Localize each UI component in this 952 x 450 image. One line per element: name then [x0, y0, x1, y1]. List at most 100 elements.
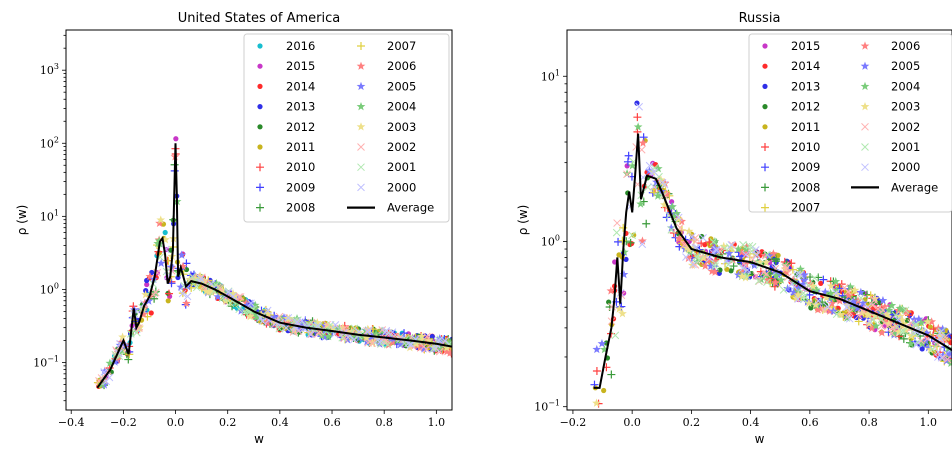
data-point-2004	[906, 339, 916, 348]
data-point-2010	[592, 367, 601, 376]
data-point-2003	[843, 300, 852, 309]
data-point-2002	[613, 219, 621, 227]
data-point-2006	[684, 253, 693, 263]
data-point-2000	[674, 213, 683, 222]
data-point-2006	[182, 298, 191, 308]
data-point-2000	[382, 326, 391, 335]
data-point-2000	[407, 340, 415, 349]
data-point-2009	[614, 237, 623, 246]
legend-label-2001: 2001	[891, 140, 920, 154]
data-point-2001	[742, 272, 751, 281]
data-point-2008	[124, 355, 133, 364]
data-point-2006	[769, 249, 778, 258]
x-tick-label: 1.0	[428, 416, 446, 429]
data-point-2006	[276, 316, 286, 326]
data-point-2011	[775, 252, 781, 259]
data-point-2004	[636, 199, 645, 208]
data-point-2000	[638, 240, 647, 249]
data-point-2000	[178, 289, 187, 298]
data-point-2002	[854, 311, 863, 320]
data-point-2003	[895, 311, 905, 321]
x-tick-label: 0.6	[801, 416, 819, 429]
legend-marker-2000	[861, 163, 869, 172]
y-tick-label: 100	[541, 233, 560, 248]
data-point-2006	[700, 261, 710, 270]
data-point-2006	[844, 290, 854, 300]
data-point-2006	[139, 309, 149, 318]
data-point-2000	[293, 318, 301, 326]
legend-marker-2010	[761, 143, 769, 151]
data-point-2005	[247, 302, 257, 311]
legend-marker-2015	[762, 43, 768, 49]
data-point-2000	[865, 317, 874, 326]
data-point-2012	[728, 268, 734, 274]
legend-label-2007: 2007	[387, 39, 416, 53]
data-point-2003	[835, 310, 845, 319]
data-point-2005	[270, 312, 280, 322]
data-point-2003	[199, 276, 209, 285]
legend-marker-2010	[256, 163, 264, 172]
legend-label-2013: 2013	[791, 79, 820, 93]
legend-marker-2003	[860, 102, 870, 111]
data-point-2003	[689, 243, 698, 252]
data-point-2000	[381, 328, 390, 337]
data-point-2001	[763, 250, 771, 259]
data-point-2006	[737, 247, 747, 257]
legend-label-2002: 2002	[891, 120, 920, 134]
data-point-2006	[813, 305, 823, 314]
data-point-2006	[760, 250, 770, 260]
data-point-2003	[876, 313, 886, 323]
data-point-2002	[877, 321, 886, 330]
data-point-2006	[710, 256, 720, 266]
data-point-2005	[308, 322, 318, 331]
data-point-2003	[141, 290, 150, 299]
data-point-2000	[441, 336, 449, 345]
chart-title: United States of America	[178, 11, 340, 26]
data-point-2006	[116, 337, 126, 347]
legend-marker-2013	[762, 83, 768, 89]
data-point-2009	[182, 259, 191, 268]
data-point-2004	[710, 237, 720, 246]
legend-marker-2011	[257, 144, 263, 150]
data-point-2003	[161, 235, 170, 244]
legend-marker-2006	[356, 61, 366, 70]
data-point-2007	[854, 317, 863, 326]
data-point-2003	[882, 310, 892, 319]
data-point-2001	[899, 327, 908, 336]
data-point-2003	[312, 318, 322, 327]
data-point-2008	[899, 334, 908, 343]
x-tick-label: 0.2	[683, 416, 701, 429]
data-point-2000	[363, 328, 372, 336]
data-point-2006	[674, 234, 684, 243]
data-point-2013	[175, 274, 181, 281]
data-point-2004	[154, 236, 164, 245]
data-point-2006	[606, 286, 616, 295]
data-point-2005	[592, 344, 602, 354]
data-point-2006	[638, 236, 647, 245]
data-point-2003	[207, 287, 216, 297]
data-point-2005	[366, 333, 375, 342]
legend-label-2005: 2005	[387, 79, 416, 93]
y-tick-label: 103	[40, 62, 59, 77]
data-point-2006	[113, 355, 122, 364]
data-point-2009	[819, 275, 828, 284]
data-point-2006	[827, 299, 837, 308]
x-tick-label: 0.4	[742, 416, 760, 429]
y-tick-label: 100	[40, 281, 59, 296]
data-point-2010	[929, 325, 938, 334]
data-point-2005	[375, 339, 385, 348]
data-point-2001	[180, 281, 189, 290]
data-point-2002	[941, 333, 950, 341]
data-point-2001	[800, 292, 809, 301]
data-point-2005	[924, 343, 933, 352]
data-point-2003	[592, 398, 601, 407]
data-point-2002	[752, 272, 761, 280]
data-point-2009	[662, 213, 671, 222]
data-point-2003	[684, 226, 694, 236]
data-point-2009	[623, 157, 632, 166]
data-point-2004	[733, 244, 743, 253]
legend-label-2014: 2014	[791, 59, 820, 73]
data-point-2004	[889, 328, 899, 338]
data-point-2001	[739, 240, 747, 249]
